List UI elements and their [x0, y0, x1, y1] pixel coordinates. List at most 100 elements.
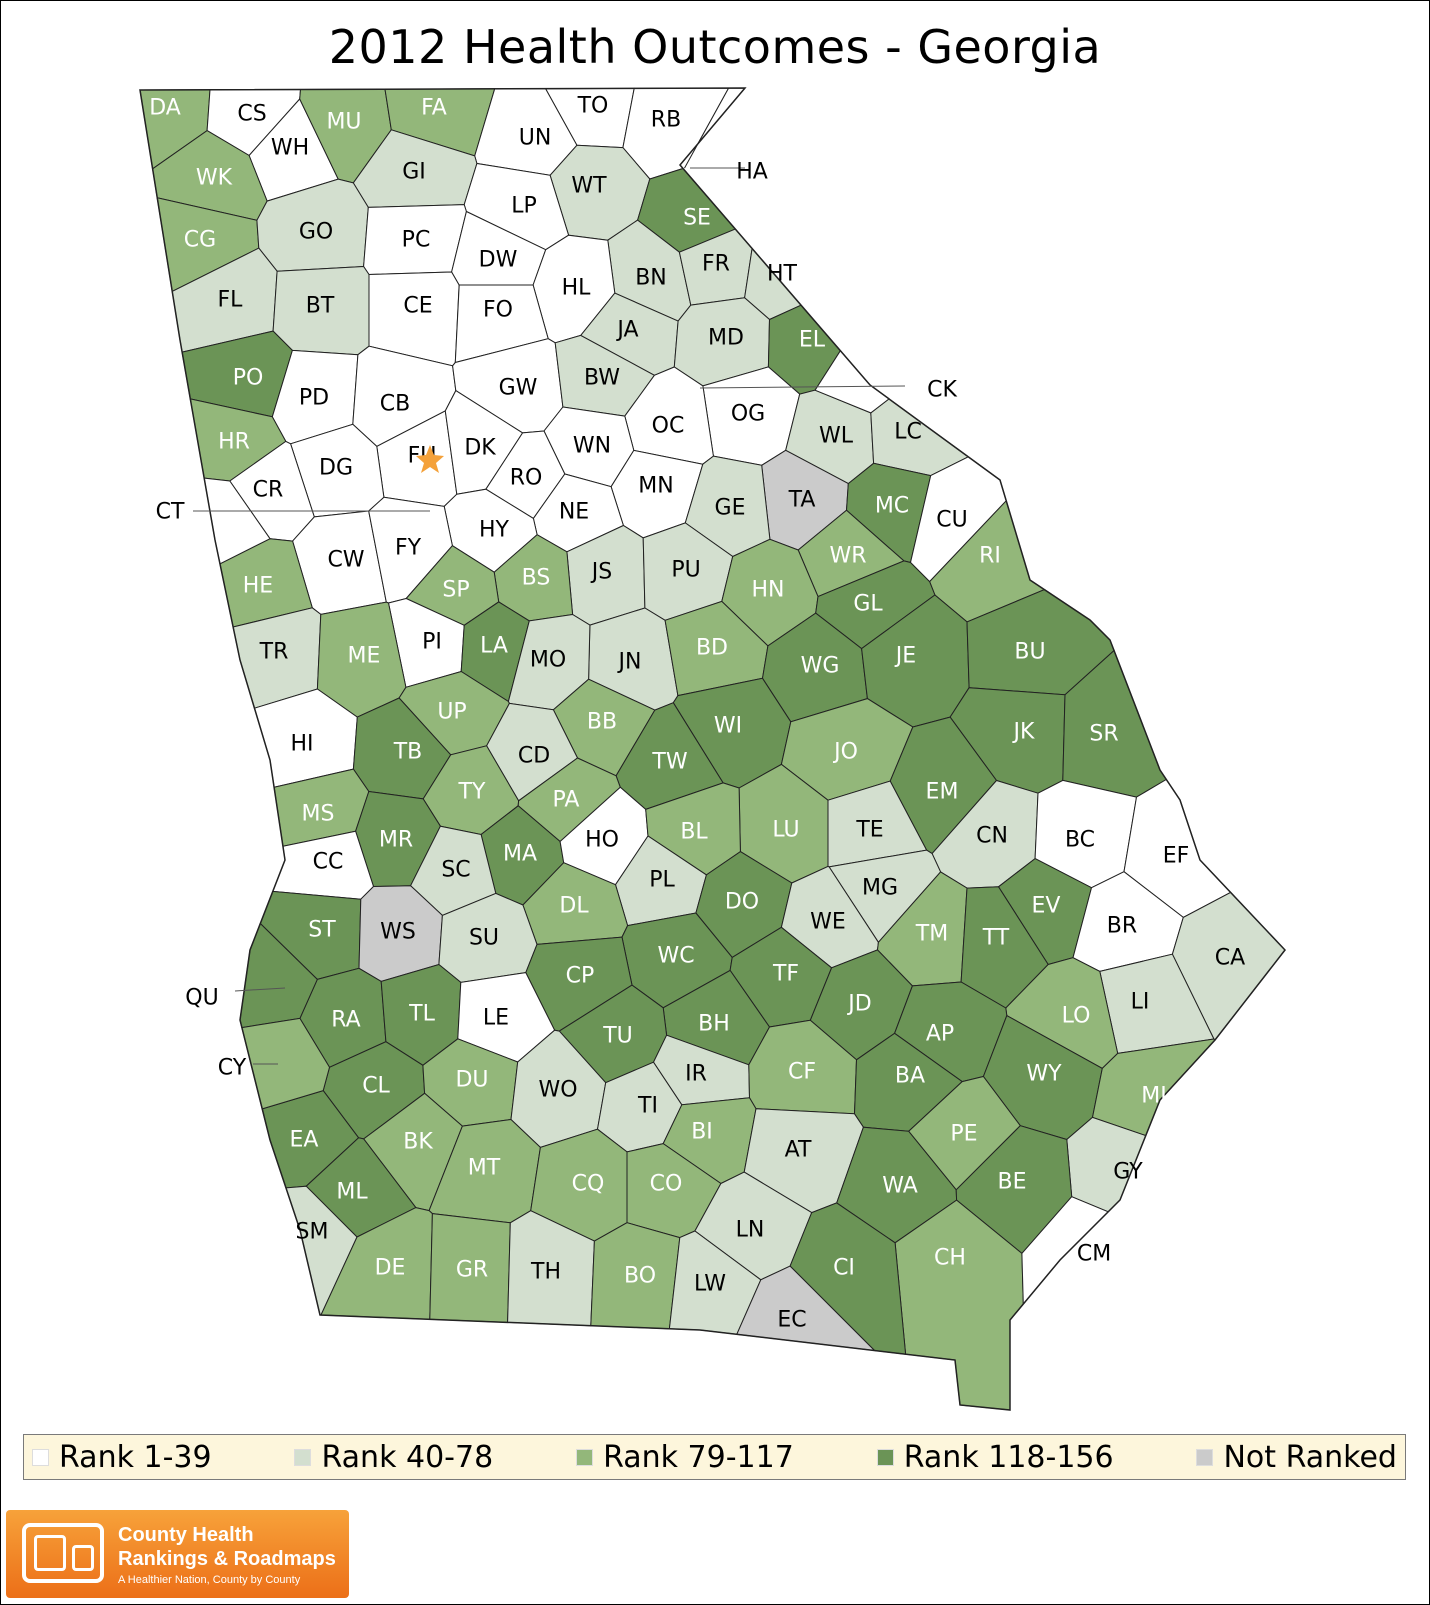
county-label-br: BR [1107, 914, 1137, 939]
leader-line-qu [234, 987, 286, 992]
legend-item-not_ranked: Not Ranked [1196, 1439, 1397, 1475]
county-label-cf: CF [788, 1060, 816, 1085]
county-label-og: OG [731, 402, 765, 427]
county-label-hr: HR [218, 430, 250, 455]
county-label-st: ST [308, 918, 336, 943]
county-label-gy: GY [1113, 1160, 1143, 1185]
county-label-bi: BI [691, 1120, 713, 1145]
county-label-cw: CW [327, 548, 364, 573]
county-label-ty: TY [458, 780, 486, 805]
county-label-cb: CB [380, 392, 410, 417]
county-label-lp: LP [511, 194, 537, 219]
leader-line-ck [699, 385, 906, 389]
chr-logo: County Health Rankings & Roadmaps A Heal… [6, 1510, 349, 1598]
county-label-ma: MA [503, 842, 537, 867]
county-label-ra: RA [331, 1008, 360, 1033]
county-label-be: BE [998, 1170, 1027, 1195]
county-label-bw: BW [584, 366, 620, 391]
county-label-ha: HA [736, 160, 768, 185]
county-label-dl: DL [559, 894, 589, 919]
county-label-ti: TI [637, 1094, 658, 1119]
county-label-da: DA [149, 96, 181, 121]
county-label-cp: CP [566, 964, 595, 989]
county-label-wn: WN [573, 434, 611, 459]
county-label-dk: DK [464, 436, 496, 461]
county-label-ap: AP [926, 1022, 954, 1047]
county-label-fl: FL [218, 288, 244, 313]
county-label-bt: BT [306, 294, 335, 319]
county-label-sp: SP [442, 578, 469, 603]
legend-item-rank_79_117: Rank 79-117 [576, 1440, 794, 1475]
county-label-ch: CH [934, 1246, 966, 1271]
county-label-ir: IR [685, 1062, 707, 1087]
county-label-gi: GI [402, 160, 426, 185]
county-label-fy: FY [395, 536, 422, 561]
county-label-cg: CG [184, 228, 216, 253]
county-label-jo: JO [832, 740, 858, 765]
county-label-jn: JN [617, 650, 642, 675]
county-label-mo: MO [530, 648, 566, 673]
county-label-ck: CK [927, 378, 957, 403]
county-label-lu: LU [772, 818, 799, 843]
county-label-ms: MS [302, 802, 335, 827]
legend-label: Rank 79-117 [603, 1439, 794, 1475]
county-label-cs: CS [237, 102, 266, 127]
county-label-hi: HI [290, 732, 313, 757]
legend-label: Not Ranked [1223, 1439, 1397, 1475]
county-label-qu: QU [185, 986, 218, 1011]
county-label-em: EM [926, 780, 959, 805]
chr-logo-mark-icon [22, 1523, 104, 1583]
county-label-ev: EV [1032, 894, 1061, 919]
county-label-ec: EC [777, 1308, 806, 1333]
county-label-fo: FO [483, 298, 513, 323]
county-label-gw: GW [499, 376, 538, 401]
county-label-sc: SC [441, 858, 470, 883]
capital-star-icon [416, 445, 444, 473]
logo-line1: County Health [118, 1524, 254, 1546]
county-label-to: TO [577, 94, 609, 119]
county-label-tm: TM [915, 922, 948, 947]
county-label-ta: TA [788, 488, 816, 513]
county-label-at: AT [785, 1138, 812, 1163]
county-label-cu: CU [936, 508, 967, 533]
county-label-wh: WH [271, 136, 309, 161]
county-label-mi: MI [1141, 1084, 1166, 1109]
legend-swatch [1196, 1448, 1214, 1466]
county-label-te: TE [855, 818, 883, 843]
county-label-el: EL [799, 328, 826, 353]
county-label-un: UN [519, 126, 552, 151]
county-label-mu: MU [326, 110, 361, 135]
county-label-bb: BB [587, 710, 617, 735]
county-label-ea: EA [290, 1128, 319, 1153]
county-label-cl: CL [362, 1074, 390, 1099]
county-label-mr: MR [379, 828, 413, 853]
legend-swatch [32, 1448, 49, 1466]
county-label-le: LE [483, 1006, 509, 1031]
county-label-tu: TU [602, 1024, 633, 1049]
county-label-mg: MG [862, 876, 898, 901]
county-label-wy: WY [1026, 1062, 1062, 1087]
county-label-lc: LC [894, 420, 922, 445]
county-label-ge: GE [715, 496, 746, 521]
county-label-cn: CN [976, 824, 1008, 849]
county-label-dw: DW [479, 248, 518, 273]
county-label-ho: HO [585, 828, 619, 853]
county-label-cq: CQ [572, 1172, 605, 1197]
state-outline [139, 87, 1286, 1411]
county-label-de: DE [375, 1256, 406, 1281]
county-label-ja: JA [615, 318, 638, 343]
county-label-bo: BO [624, 1264, 656, 1289]
county-label-wl: WL [819, 424, 854, 449]
county-label-wa: WA [882, 1174, 918, 1199]
county-label-bn: BN [635, 266, 667, 291]
county-label-li: LI [1131, 990, 1150, 1015]
legend-label: Rank 118-156 [903, 1439, 1114, 1475]
county-label-do: DO [725, 890, 759, 915]
county-label-jd: JD [846, 992, 871, 1017]
county-label-bl: BL [680, 820, 708, 845]
county-label-hl: HL [562, 276, 592, 301]
county-label-ln: LN [736, 1218, 765, 1243]
county-label-gl: GL [853, 592, 883, 617]
legend-item-rank_1_39: Rank 1-39 [32, 1440, 212, 1475]
